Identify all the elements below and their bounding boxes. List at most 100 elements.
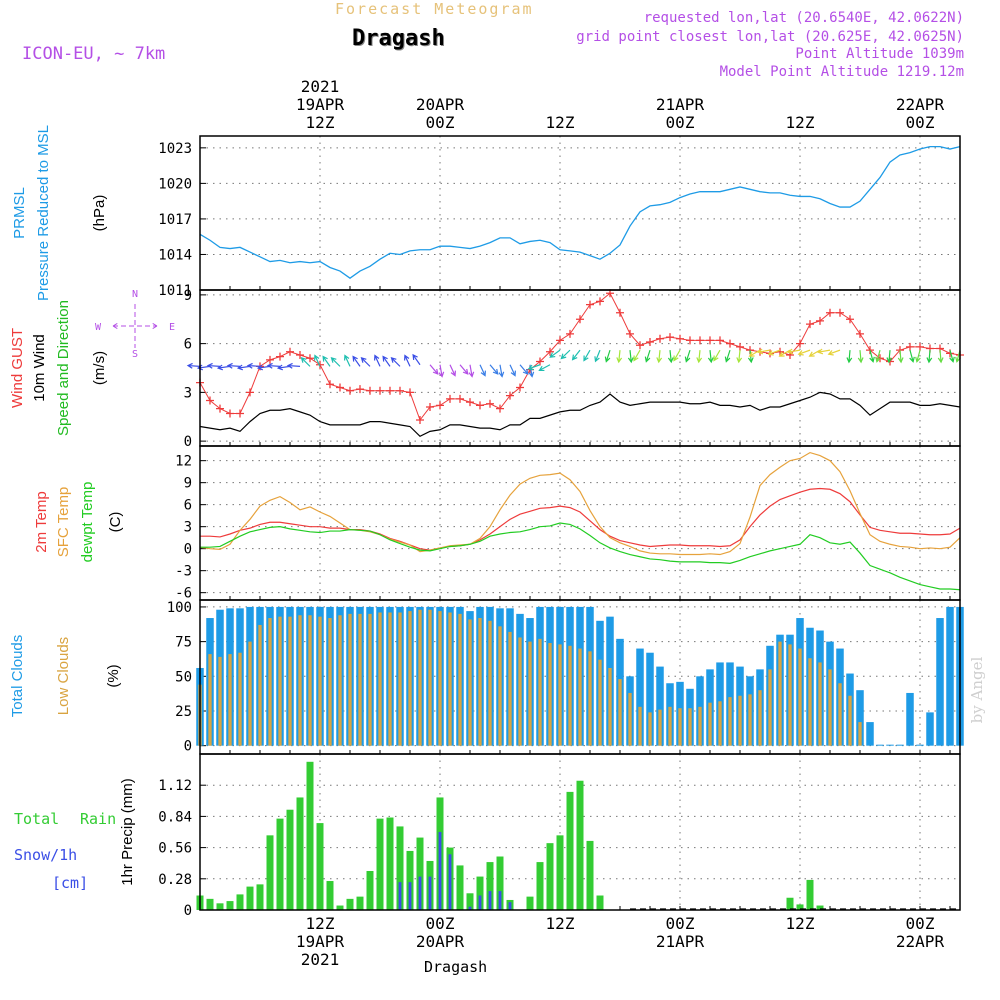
low-clouds-bar [358, 613, 362, 746]
wind-direction-arrow [549, 349, 561, 358]
top-time-label: 20APR [416, 95, 465, 114]
low-clouds-bar [818, 662, 822, 746]
wind-direction-arrow [314, 354, 321, 367]
low-clouds-bar [848, 695, 852, 746]
wind-direction-arrow [344, 354, 351, 367]
wind-direction-arrow [656, 350, 663, 364]
wind-10m-label: 10m Wind [31, 334, 48, 402]
low-clouds-bar [508, 631, 512, 746]
gust-marker [336, 383, 344, 392]
wind-direction-arrow [216, 364, 231, 371]
wind-direction-arrow [827, 349, 841, 356]
rain-bar [566, 791, 574, 910]
low-clouds-bar [338, 615, 342, 746]
gust-marker [496, 404, 504, 413]
low-clouds-bar [808, 658, 812, 746]
bottom-time-label: 2021 [301, 950, 340, 969]
wind-direction-arrow [857, 350, 864, 364]
low-clouds-bar [348, 613, 352, 746]
rain-bar [246, 886, 254, 910]
wind-direction-arrow [684, 349, 691, 363]
y-tick-label: 9 [184, 288, 192, 304]
wind-direction-arrow [360, 357, 371, 367]
low-clouds-bar [778, 641, 782, 746]
y-tick-label: 0.84 [158, 809, 192, 825]
gust-marker [636, 341, 644, 350]
rain-bar [326, 881, 334, 910]
gust-marker [696, 336, 704, 345]
wind-direction-arrow [616, 350, 623, 364]
panel-frame [199, 289, 961, 447]
rain-bar [586, 840, 594, 910]
watermark: by Angel [968, 656, 986, 723]
total-clouds-bar [936, 618, 944, 746]
wind-direction-arrow [756, 348, 771, 355]
wind-dir-label: Speed and Direction [55, 300, 72, 436]
low-clouds-bar [518, 637, 522, 746]
model-name: ICON-EU, ~ 7km [22, 44, 166, 64]
wind-direction-arrow [226, 362, 241, 369]
wind-direction-arrow [816, 348, 831, 355]
low-clouds-bar [578, 648, 582, 746]
wind-direction-arrow [713, 349, 721, 362]
top-time-label: 19APR [296, 95, 345, 114]
low-clouds-bar [468, 619, 472, 746]
gust-marker [796, 339, 804, 348]
low-clouds-bar [558, 644, 562, 746]
total-clouds-bar [876, 744, 884, 746]
gust-marker [676, 334, 684, 343]
wind-direction-arrow [604, 349, 611, 363]
gust-marker [536, 357, 544, 366]
bottom-time-label: 21APR [656, 932, 705, 951]
low-clouds-bar [388, 612, 392, 746]
wind-direction-arrow [627, 350, 634, 364]
top-time-label: 00Z [906, 113, 935, 132]
chart-subtitle: Forecast Meteogram [335, 0, 534, 18]
rain-bar [356, 896, 364, 910]
wind-direction-arrow [667, 350, 674, 364]
y-tick-label: 50 [175, 669, 192, 685]
temp-unit: (C) [107, 512, 124, 533]
wind-gust-label: Wind GUST [9, 328, 26, 408]
gust-marker [286, 347, 294, 356]
low-clouds-bar [398, 612, 402, 746]
rain-bar [336, 905, 344, 910]
y-tick-label: -3 [175, 564, 192, 580]
rain-bar [786, 897, 794, 910]
low-clouds-bar [238, 652, 242, 746]
rain-bar [376, 818, 384, 910]
gust-marker [216, 404, 224, 413]
total-clouds-bar [656, 666, 664, 746]
wind-direction-arrow [300, 357, 311, 367]
low-clouds-bar [668, 706, 672, 746]
wind-direction-arrow [560, 349, 571, 360]
low-clouds-bar [608, 667, 612, 746]
gust-marker [356, 385, 364, 394]
wind-direction-arrow [236, 364, 251, 371]
gust-marker [826, 308, 834, 317]
panel-frame [199, 445, 961, 601]
low-clouds-bar [758, 690, 762, 746]
rain-bar [556, 835, 564, 910]
total-clouds-bar [646, 652, 654, 746]
y-tick-label: 100 [167, 600, 192, 616]
gust-marker [836, 308, 844, 317]
low-clouds-bar [528, 641, 532, 746]
snow-bar [488, 891, 492, 910]
snow-bar [438, 832, 442, 910]
y-tick-label: 9 [184, 476, 192, 492]
low-clouds-bar [738, 695, 742, 746]
wind-direction-arrow [404, 354, 411, 367]
bottom-time-label: 12Z [546, 914, 575, 933]
gust-marker [726, 339, 734, 348]
model-point-altitude: Model Point Altitude 1219.12m [719, 64, 964, 80]
bottom-time-label: 22APR [896, 932, 945, 951]
low-clouds-bar [308, 615, 312, 746]
y-tick-label: 25 [175, 704, 192, 720]
gust-marker [706, 336, 714, 345]
rain-bar [396, 826, 404, 910]
low-clouds-bar [498, 626, 502, 746]
low-clouds-bar [698, 706, 702, 746]
low-clouds-bar [708, 702, 712, 746]
compass-rose [112, 304, 158, 348]
